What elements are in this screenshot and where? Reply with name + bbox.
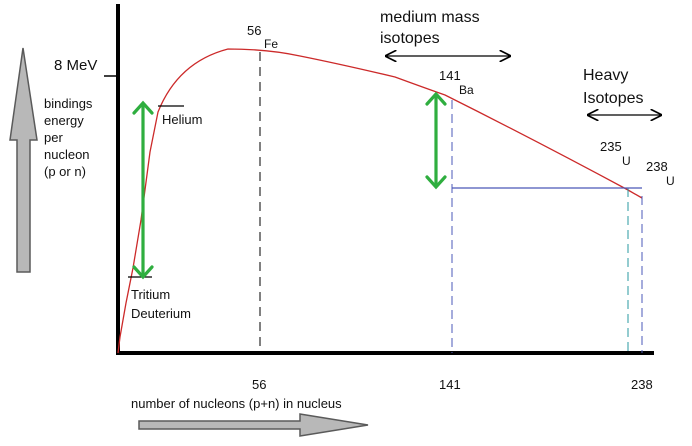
x-axis-label: number of nucleons (p+n) in nucleus [131, 396, 342, 411]
y-axis-label: bindings energy per nucleon (p or n) [44, 96, 93, 179]
u235-symbol-label: U [622, 154, 631, 168]
big-right-arrow [138, 413, 369, 437]
tritium-label: Tritium [131, 287, 170, 302]
heavy-region-label: Isotopes [583, 90, 643, 107]
x-tick-label: 238 [631, 377, 653, 392]
x-tick-label: 56 [252, 377, 266, 392]
heavy-region-label: Heavy [583, 67, 628, 84]
deuterium-label: Deuterium [131, 306, 191, 321]
u235-mass-label: 235 [600, 139, 622, 154]
ba-symbol-label: Ba [459, 83, 474, 97]
medium-region-label: medium mass [380, 9, 480, 26]
y-axis-label-line: (p or n) [44, 164, 86, 179]
helium-label: Helium [162, 112, 202, 127]
x-tick-label: 141 [439, 377, 461, 392]
u238-mass-label: 238 [646, 159, 668, 174]
y-axis-label-line: energy [44, 113, 84, 128]
binding-energy-curve [117, 48, 643, 354]
medium-region-label: isotopes [380, 30, 440, 47]
ba-mass-label: 141 [439, 68, 461, 83]
big-up-arrow [9, 47, 38, 273]
y-tick-label: 8 MeV [54, 57, 97, 74]
fe-mass-label: 56 [247, 23, 261, 38]
green-double-arrow-ba [425, 91, 447, 190]
y-axis-label-line: bindings [44, 96, 93, 111]
y-axis-label-line: nucleon [44, 147, 90, 162]
y-axis-label-line: per [44, 130, 63, 145]
fe-symbol-label: Fe [264, 37, 278, 51]
u238-symbol-label: U [666, 174, 675, 188]
green-double-arrow-light [132, 100, 154, 280]
